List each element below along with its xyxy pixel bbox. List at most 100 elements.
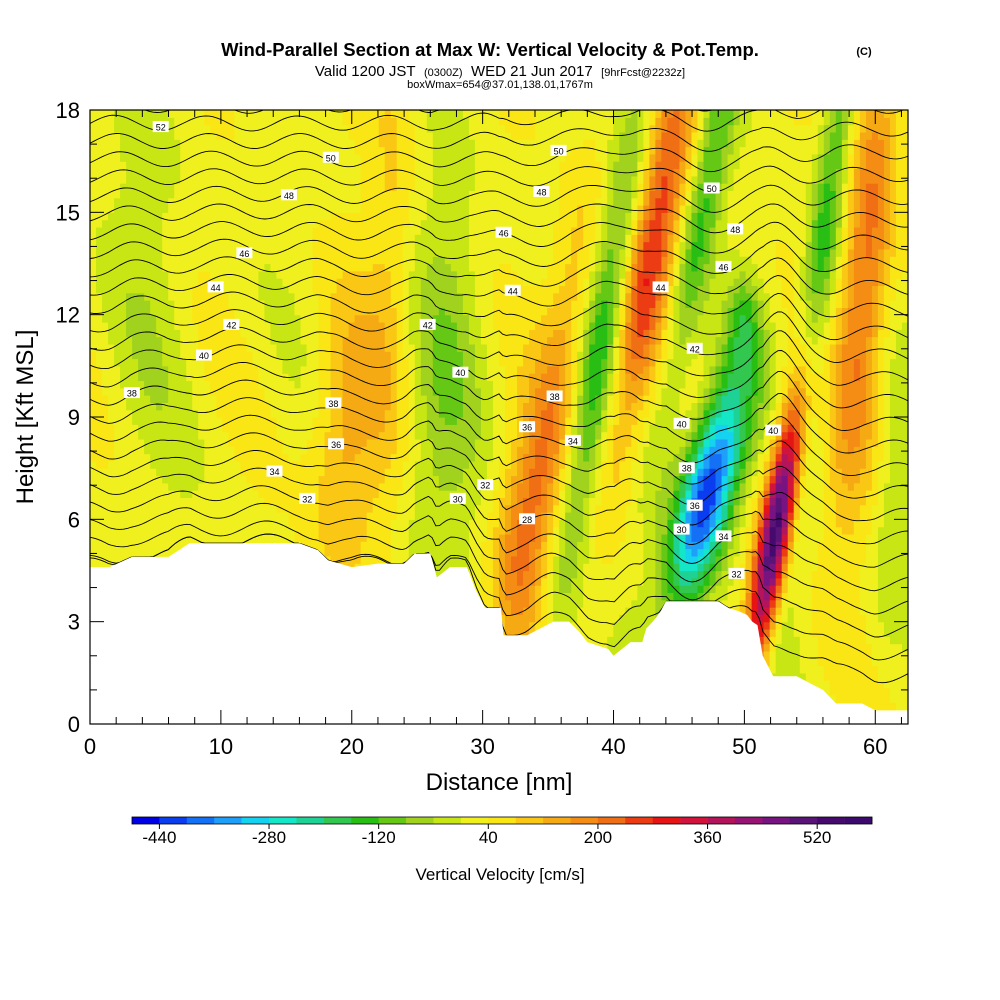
velocity-cell bbox=[775, 256, 795, 265]
velocity-cell bbox=[793, 395, 801, 403]
velocity-cell bbox=[613, 343, 620, 352]
velocity-cell bbox=[499, 482, 506, 491]
x-tick-label: 30 bbox=[470, 734, 494, 759]
velocity-cell bbox=[571, 577, 584, 586]
isentrope-line bbox=[90, 203, 908, 234]
velocity-cell bbox=[565, 636, 608, 645]
velocity-cell bbox=[601, 190, 608, 199]
velocity-cell bbox=[859, 219, 867, 228]
velocity-cell bbox=[841, 124, 849, 133]
velocity-cell bbox=[426, 124, 470, 133]
velocity-cell bbox=[847, 307, 873, 316]
velocity-cell bbox=[450, 263, 470, 272]
velocity-cell bbox=[733, 321, 741, 330]
velocity-cell bbox=[757, 599, 771, 608]
velocity-cell bbox=[583, 278, 590, 287]
velocity-cell bbox=[859, 212, 867, 221]
velocity-cell bbox=[601, 161, 608, 170]
velocity-cell bbox=[877, 431, 885, 440]
velocity-cell bbox=[318, 358, 332, 367]
velocity-cell bbox=[787, 592, 813, 601]
velocity-cell bbox=[883, 212, 891, 221]
velocity-cell bbox=[775, 504, 783, 513]
velocity-cell bbox=[583, 424, 596, 433]
velocity-cell bbox=[553, 424, 560, 433]
velocity-cell bbox=[829, 139, 843, 148]
velocity-cell bbox=[709, 541, 717, 550]
velocity-cell bbox=[342, 380, 392, 389]
velocity-cell bbox=[336, 278, 392, 287]
velocity-cell bbox=[889, 321, 903, 330]
velocity-cell bbox=[703, 519, 711, 528]
velocity-cell bbox=[727, 336, 735, 345]
velocity-cell bbox=[877, 307, 885, 316]
velocity-cell bbox=[697, 226, 705, 235]
velocity-cell bbox=[733, 446, 741, 455]
velocity-cell bbox=[625, 446, 638, 455]
velocity-cell bbox=[805, 285, 813, 294]
velocity-cell bbox=[895, 702, 908, 710]
velocity-cell bbox=[637, 124, 644, 133]
velocity-cell bbox=[505, 519, 512, 528]
velocity-cell bbox=[805, 278, 813, 287]
velocity-cell bbox=[733, 424, 741, 433]
velocity-cell bbox=[787, 497, 795, 506]
velocity-cell bbox=[673, 241, 681, 250]
velocity-cell bbox=[817, 263, 825, 272]
velocity-cell bbox=[877, 358, 885, 367]
velocity-cell bbox=[883, 183, 891, 192]
velocity-cell bbox=[733, 468, 741, 477]
velocity-cell bbox=[565, 387, 572, 396]
velocity-cell bbox=[817, 219, 831, 228]
velocity-cell bbox=[204, 365, 260, 374]
velocity-cell bbox=[769, 607, 777, 615]
velocity-cell bbox=[595, 139, 608, 148]
velocity-cell bbox=[318, 519, 368, 528]
velocity-cell bbox=[637, 285, 656, 294]
velocity-cell bbox=[180, 146, 356, 155]
velocity-cell bbox=[547, 270, 566, 279]
velocity-cell bbox=[547, 541, 554, 550]
velocity-cell bbox=[775, 241, 789, 250]
velocity-cell bbox=[847, 263, 855, 272]
velocity-cell bbox=[523, 577, 536, 586]
velocity-cell bbox=[727, 504, 735, 513]
velocity-cell bbox=[210, 124, 235, 133]
velocity-cell bbox=[541, 417, 554, 425]
velocity-cell bbox=[865, 234, 873, 243]
velocity-cell bbox=[571, 409, 578, 418]
velocity-cell bbox=[877, 285, 885, 294]
velocity-cell bbox=[90, 146, 121, 155]
y-tick-label: 15 bbox=[56, 200, 80, 225]
velocity-cell bbox=[697, 292, 711, 301]
velocity-cell bbox=[787, 358, 813, 367]
velocity-cell bbox=[583, 497, 590, 506]
velocity-cell bbox=[715, 336, 729, 345]
velocity-cell bbox=[589, 380, 602, 389]
velocity-cell bbox=[829, 285, 837, 294]
velocity-cell bbox=[901, 321, 908, 330]
velocity-cell bbox=[769, 665, 777, 674]
velocity-cell bbox=[709, 292, 729, 301]
velocity-cell bbox=[811, 117, 825, 126]
velocity-cell bbox=[775, 497, 783, 506]
velocity-cell bbox=[631, 110, 638, 118]
velocity-cell bbox=[763, 475, 771, 484]
colorbar-swatch bbox=[488, 817, 517, 824]
velocity-cell bbox=[402, 300, 410, 308]
velocity-cell bbox=[655, 139, 662, 148]
velocity-cell bbox=[661, 292, 669, 301]
velocity-cell bbox=[408, 395, 416, 403]
velocity-cell bbox=[769, 417, 777, 425]
velocity-cell bbox=[246, 475, 320, 484]
velocity-cell bbox=[396, 321, 404, 330]
velocity-cell bbox=[877, 533, 908, 542]
velocity-cell bbox=[132, 351, 163, 360]
velocity-cell bbox=[577, 270, 590, 279]
velocity-cell bbox=[655, 512, 669, 520]
velocity-cell bbox=[739, 321, 753, 330]
velocity-cell bbox=[757, 409, 765, 418]
velocity-cell bbox=[829, 300, 837, 308]
velocity-cell bbox=[697, 468, 705, 477]
velocity-cell bbox=[835, 694, 891, 703]
